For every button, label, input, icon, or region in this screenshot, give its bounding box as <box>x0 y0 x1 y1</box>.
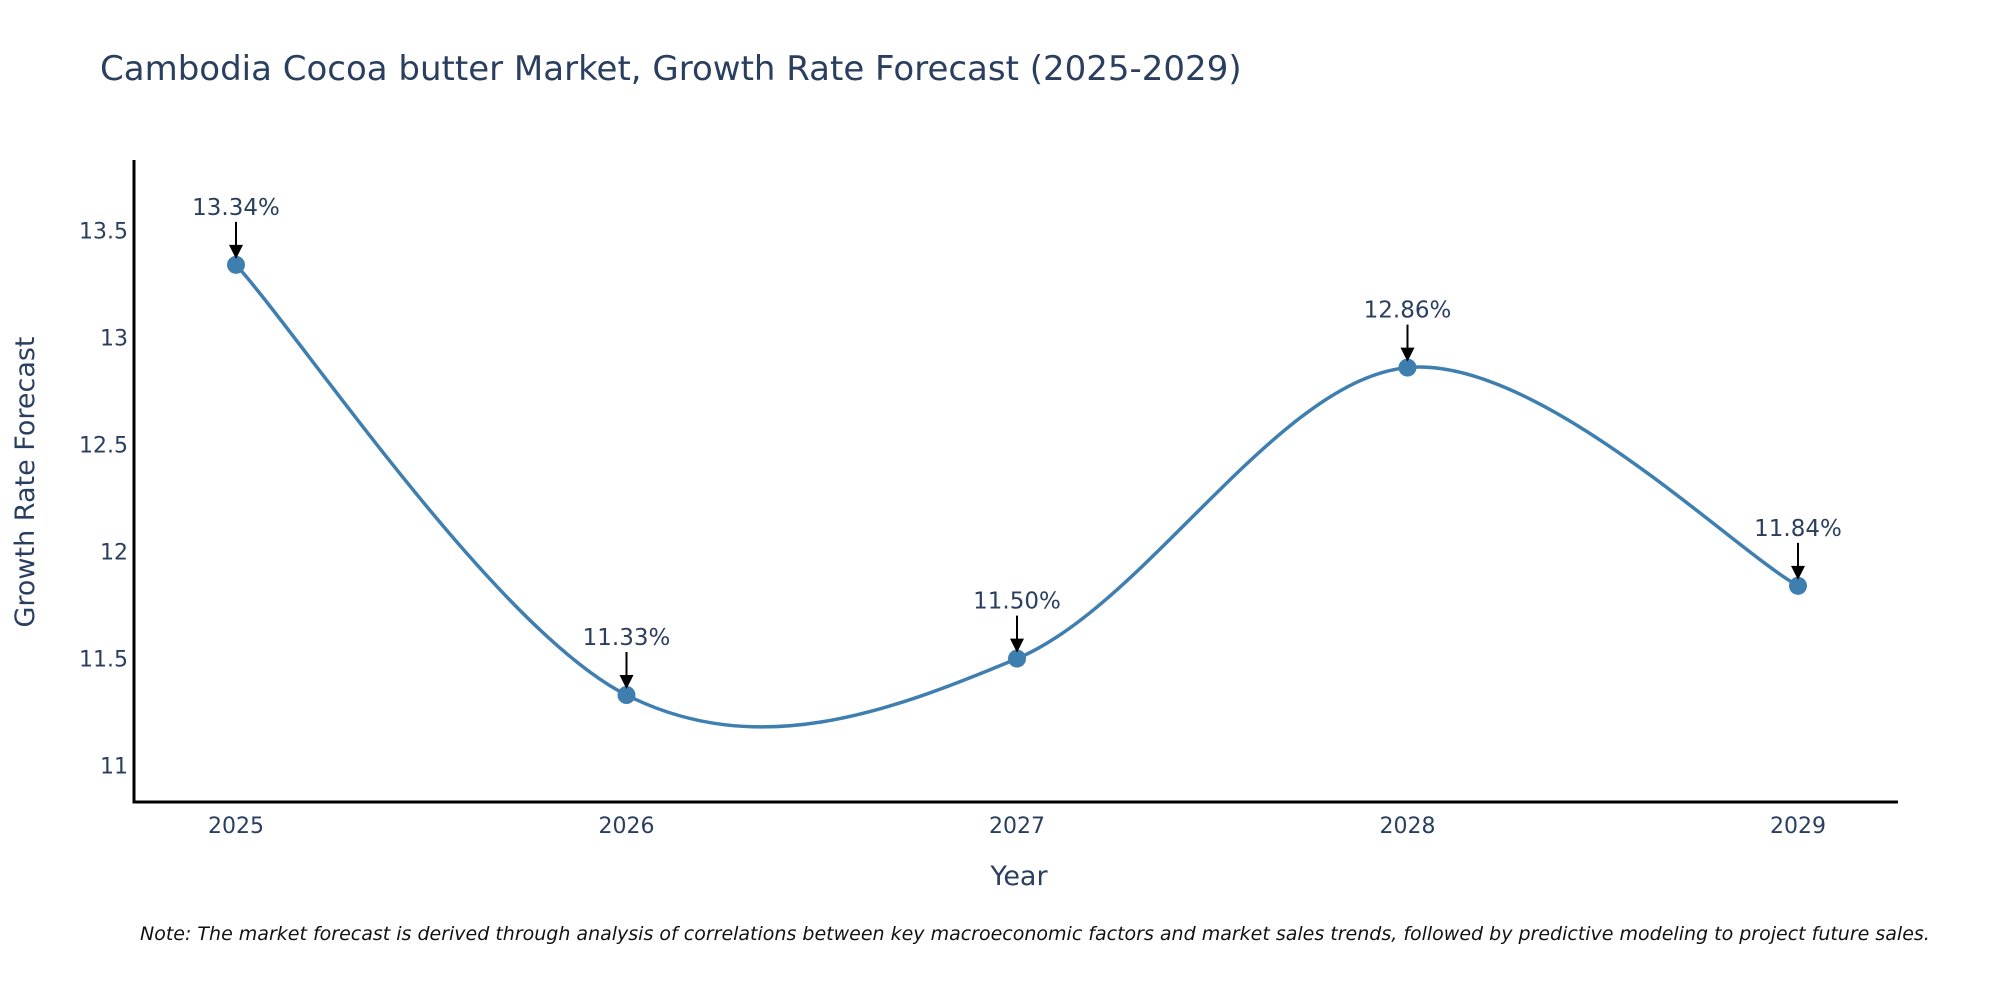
x-tick-label: 2026 <box>599 814 655 839</box>
data-label-annotation: 11.84% <box>1754 516 1842 580</box>
x-tick-labels: 2025 2026 2027 2028 2029 <box>208 814 1826 839</box>
y-tick-label: 13.5 <box>79 220 128 245</box>
y-axis-title: Growth Rate Forecast <box>10 336 41 627</box>
y-tick-label: 11.5 <box>79 648 128 673</box>
y-tick-label: 13 <box>100 327 128 352</box>
footnote: Note: The market forecast is derived thr… <box>140 923 1930 945</box>
y-tick-label: 12.5 <box>79 434 128 459</box>
annotation-arrow-head <box>1401 348 1415 362</box>
data-label-annotation: 11.33% <box>583 625 671 689</box>
x-axis-title: Year <box>989 861 1048 892</box>
data-label-annotation: 13.34% <box>192 195 280 259</box>
annotation-arrow-head <box>1010 639 1024 653</box>
annotation-arrow-head <box>1791 566 1805 580</box>
y-tick-labels: 11 11.5 12 12.5 13 13.5 <box>79 220 128 780</box>
annotation-arrow-head <box>229 245 243 259</box>
x-tick-label: 2029 <box>1770 814 1826 839</box>
data-label: 12.86% <box>1364 298 1452 324</box>
x-tick-label: 2028 <box>1380 814 1436 839</box>
y-tick-label: 11 <box>100 755 128 780</box>
x-tick-label: 2027 <box>989 814 1045 839</box>
y-tick-label: 12 <box>100 541 128 566</box>
data-label: 13.34% <box>192 195 280 221</box>
line-chart: Cambodia Cocoa butter Market, Growth Rat… <box>0 0 2000 1000</box>
data-label: 11.33% <box>583 625 671 651</box>
data-label-annotation: 12.86% <box>1364 298 1452 362</box>
chart-title: Cambodia Cocoa butter Market, Growth Rat… <box>100 49 1242 89</box>
data-label-annotations: 13.34% 11.33% 11.50% 12.86% 11.84% <box>192 195 1842 689</box>
data-label: 11.84% <box>1754 516 1842 542</box>
x-tick-label: 2025 <box>208 814 264 839</box>
axes <box>133 160 1899 802</box>
data-label: 11.50% <box>973 589 1061 615</box>
chart-container: Cambodia Cocoa butter Market, Growth Rat… <box>0 0 2000 1000</box>
annotation-arrow-head <box>620 675 634 689</box>
